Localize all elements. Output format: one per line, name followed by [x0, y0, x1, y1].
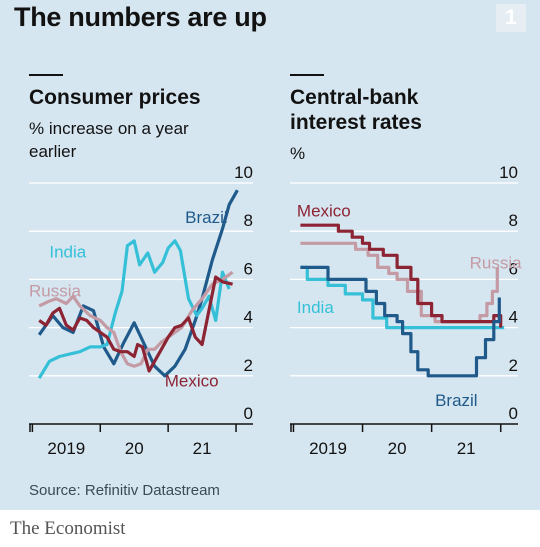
right-ytick-label-4: 4 [509, 308, 518, 327]
right-panel-title: Central-bank interest rates [290, 86, 422, 134]
chart-title: The numbers are up [14, 2, 267, 32]
charts-svg: 0 2 4 6 8 10 2019 20 21 Brazil India Russia Mexico 0 2… [29, 163, 523, 458]
right-ytick-label-2: 2 [509, 356, 518, 375]
left-ytick-label-6: 6 [244, 259, 253, 278]
left-series-line-india [37, 239, 231, 380]
left-panel-subtitle: % increase on a year earlier [29, 119, 189, 161]
left-ytick-label-10: 10 [234, 163, 253, 182]
left-ytick-label-0: 0 [244, 404, 253, 423]
source-note: Source: Refinitiv Datastream [29, 482, 220, 499]
publisher-brand: The Economist [10, 518, 126, 539]
right-ytick-label-0: 0 [509, 404, 518, 423]
left-ytick-label-8: 8 [244, 211, 253, 230]
right-series-label-russia: Russia [470, 254, 523, 273]
left-series-label-mexico: Mexico [165, 372, 219, 391]
right-xtick-label-2019: 2019 [309, 439, 347, 458]
left-panel-rule [29, 74, 63, 76]
chart-panel: The numbers are up 1 Consumer prices % i… [0, 0, 540, 510]
left-xtick-label-20: 20 [125, 439, 144, 458]
chart-number-badge: 1 [496, 4, 526, 32]
left-series-line-mexico [38, 275, 233, 373]
right-series-label-india: India [297, 298, 334, 317]
left-ytick-label-2: 2 [244, 356, 253, 375]
right-series-line-russia [300, 241, 499, 324]
right-series-line-brazil [300, 265, 501, 378]
left-xtick-label-2019: 2019 [47, 439, 85, 458]
left-series-label-russia: Russia [29, 281, 82, 300]
right-series-line-india [300, 265, 505, 330]
right-ytick-label-10: 10 [499, 163, 518, 182]
left-series-line-russia [38, 270, 234, 368]
left-xtick-label-21: 21 [193, 439, 212, 458]
right-panel-subtitle: % [290, 144, 306, 163]
chart-number: 1 [505, 6, 517, 29]
right-series-label-mexico: Mexico [297, 202, 351, 221]
right-xtick-label-21: 21 [457, 439, 476, 458]
right-series-label-brazil: Brazil [435, 391, 478, 410]
left-series-label-brazil: Brazil [185, 208, 228, 227]
right-xtick-label-20: 20 [388, 439, 407, 458]
left-ytick-label-4: 4 [244, 308, 253, 327]
left-panel-title: Consumer prices [29, 86, 201, 109]
right-series-line-mexico [300, 223, 503, 328]
right-ytick-label-6: 6 [509, 259, 518, 278]
right-panel-rule [290, 74, 324, 76]
left-series-label-india: India [49, 243, 86, 262]
right-ytick-label-8: 8 [509, 211, 518, 230]
